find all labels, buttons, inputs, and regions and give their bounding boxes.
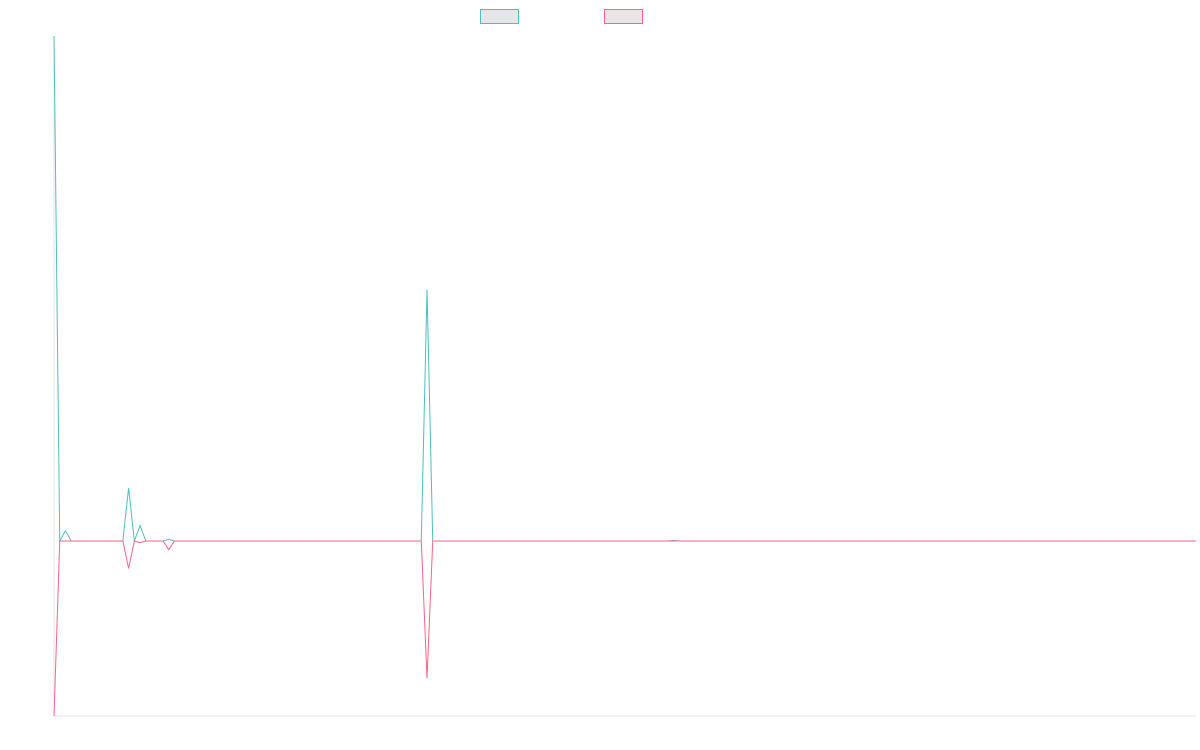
series-line-2[interactable] xyxy=(53,540,1196,717)
legend-item-series-1[interactable] xyxy=(480,9,525,25)
legend xyxy=(0,9,1200,27)
series-line-1[interactable] xyxy=(53,35,1196,543)
series-layer xyxy=(53,35,1196,717)
legend-swatch-series-1 xyxy=(480,9,519,24)
legend-item-series-2[interactable] xyxy=(604,9,649,25)
legend-swatch-series-2 xyxy=(604,9,643,24)
